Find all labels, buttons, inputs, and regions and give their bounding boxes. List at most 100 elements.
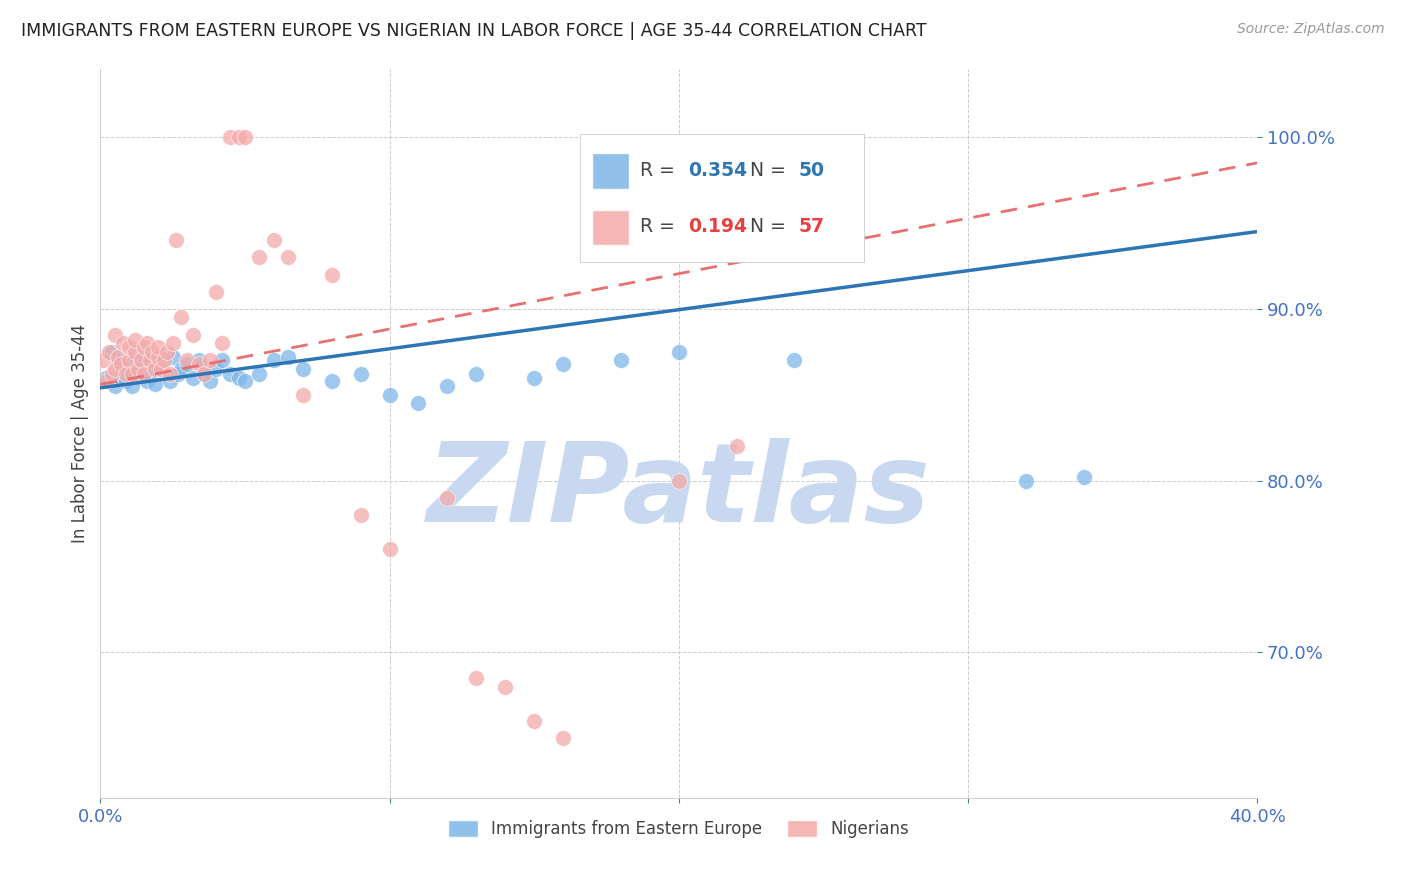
Point	[200, 353, 222, 368]
Point	[211, 353, 233, 368]
Point	[127, 362, 149, 376]
Point	[115, 374, 138, 388]
Point	[233, 130, 256, 145]
Point	[91, 353, 114, 368]
Point	[129, 357, 152, 371]
Point	[494, 680, 516, 694]
Point	[143, 377, 166, 392]
Point	[150, 362, 173, 376]
Point	[551, 357, 574, 371]
Point	[143, 362, 166, 376]
Point	[638, 242, 661, 256]
Point	[159, 374, 181, 388]
Point	[211, 336, 233, 351]
Text: IMMIGRANTS FROM EASTERN EUROPE VS NIGERIAN IN LABOR FORCE | AGE 35-44 CORRELATIO: IMMIGRANTS FROM EASTERN EUROPE VS NIGERI…	[21, 22, 927, 40]
Point	[263, 353, 285, 368]
Point	[104, 379, 127, 393]
Point	[523, 370, 546, 384]
Point	[148, 340, 170, 354]
Point	[291, 387, 314, 401]
Point	[378, 542, 401, 557]
Point	[101, 367, 124, 381]
Point	[783, 353, 806, 368]
Point	[132, 367, 155, 381]
Point	[118, 340, 141, 354]
Point	[112, 362, 135, 376]
Point	[138, 367, 160, 381]
Point	[98, 344, 121, 359]
Point	[170, 310, 193, 325]
Point	[167, 367, 190, 381]
Point	[181, 327, 204, 342]
Point	[104, 327, 127, 342]
Point	[181, 370, 204, 384]
Point	[127, 367, 149, 381]
Point	[162, 350, 184, 364]
Point	[121, 367, 143, 381]
Point	[465, 671, 488, 685]
Point	[263, 233, 285, 247]
Point	[408, 396, 430, 410]
Point	[291, 362, 314, 376]
Point	[247, 251, 270, 265]
Point	[135, 336, 157, 351]
Point	[187, 357, 209, 371]
Point	[110, 357, 132, 371]
Point	[176, 353, 198, 368]
Point	[132, 340, 155, 354]
Point	[107, 353, 129, 368]
Point	[378, 387, 401, 401]
Point	[228, 370, 250, 384]
Point	[277, 251, 299, 265]
Point	[176, 357, 198, 371]
Point	[124, 353, 146, 368]
Text: ZIPatlas: ZIPatlas	[427, 438, 931, 545]
Point	[148, 362, 170, 376]
Y-axis label: In Labor Force | Age 35-44: In Labor Force | Age 35-44	[72, 324, 89, 543]
Point	[193, 367, 215, 381]
Point	[165, 233, 187, 247]
Point	[247, 367, 270, 381]
Legend: Immigrants from Eastern Europe, Nigerians: Immigrants from Eastern Europe, Nigerian…	[441, 813, 917, 845]
Point	[349, 367, 371, 381]
Point	[668, 344, 690, 359]
Point	[138, 353, 160, 368]
Point	[610, 353, 633, 368]
Point	[1015, 474, 1038, 488]
Point	[153, 353, 176, 368]
Point	[101, 344, 124, 359]
Point	[162, 336, 184, 351]
Point	[200, 374, 222, 388]
Text: Source: ZipAtlas.com: Source: ZipAtlas.com	[1237, 22, 1385, 37]
Point	[118, 367, 141, 381]
Point	[551, 731, 574, 745]
Point	[668, 474, 690, 488]
Point	[94, 374, 117, 388]
Point	[1073, 470, 1095, 484]
Point	[349, 508, 371, 522]
Point	[219, 367, 242, 381]
Point	[193, 367, 215, 381]
Point	[156, 344, 179, 359]
Point	[277, 350, 299, 364]
Point	[159, 367, 181, 381]
Point	[170, 362, 193, 376]
Point	[141, 353, 163, 368]
Point	[725, 439, 748, 453]
Point	[110, 370, 132, 384]
Point	[228, 130, 250, 145]
Point	[153, 353, 176, 368]
Point	[112, 336, 135, 351]
Point	[233, 374, 256, 388]
Point	[115, 367, 138, 381]
Point	[94, 370, 117, 384]
Point	[104, 362, 127, 376]
Point	[132, 350, 155, 364]
Point	[321, 268, 343, 282]
Point	[124, 344, 146, 359]
Point	[148, 350, 170, 364]
Point	[135, 374, 157, 388]
Point	[523, 714, 546, 728]
Point	[219, 130, 242, 145]
Point	[436, 491, 458, 505]
